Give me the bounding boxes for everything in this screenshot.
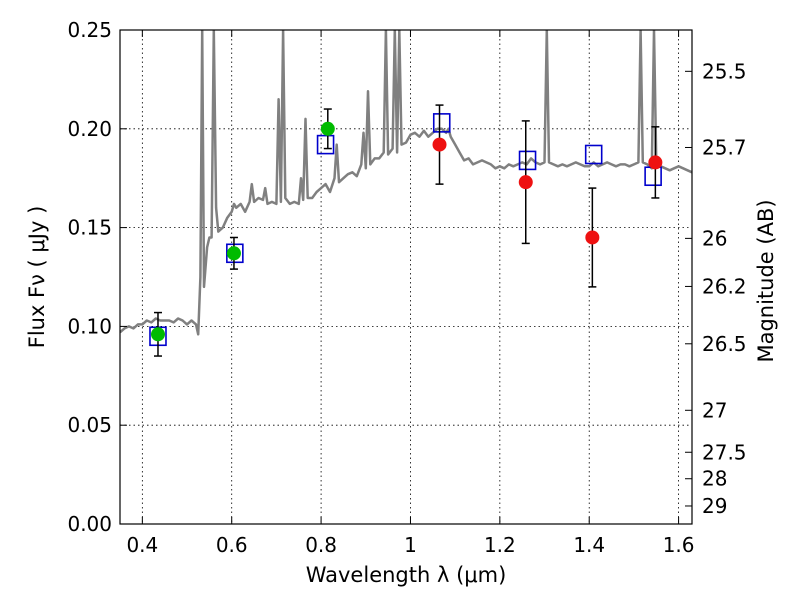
magnitude-tick-label: 27.5 xyxy=(702,440,747,464)
magnitude-tick-label: 26.5 xyxy=(702,332,747,356)
green-data-point xyxy=(150,327,165,342)
x-tick-label: 1.6 xyxy=(663,533,695,557)
y-tick-label: 0.20 xyxy=(67,117,112,141)
x-tick-label: 0.6 xyxy=(216,533,248,557)
y-tick-label: 0.25 xyxy=(67,18,112,42)
x-tick-label: 1 xyxy=(404,533,417,557)
model-flux-box xyxy=(644,166,662,187)
red-data-point xyxy=(518,175,533,190)
model-flux-box-layer xyxy=(149,113,662,347)
model-flux-box xyxy=(584,144,603,165)
magnitude-tick-label: 27 xyxy=(702,398,727,422)
magnitude-tick-label: 28 xyxy=(702,467,727,491)
model-spectrum-layer xyxy=(120,30,692,336)
model-flux-box xyxy=(226,243,244,264)
magnitude-tick-label: 25.5 xyxy=(702,59,747,83)
y-tick-label: 0.10 xyxy=(67,314,112,338)
red-data-point xyxy=(432,137,447,152)
model-flux-box xyxy=(316,134,335,155)
x-tick-label: 0.4 xyxy=(126,533,158,557)
y-axis-label: Flux Fν ( μJy ) xyxy=(25,206,49,349)
green-data-point xyxy=(226,246,241,261)
data-point-layer xyxy=(150,104,663,357)
y-tick-label: 0.05 xyxy=(67,413,112,437)
model-flux-box xyxy=(432,113,451,133)
model-flux-box xyxy=(518,150,537,171)
plot-frame xyxy=(119,29,693,525)
x-tick-label: 1.2 xyxy=(484,533,516,557)
magnitude-tick-label: 26.2 xyxy=(702,274,747,298)
red-data-point xyxy=(585,230,600,245)
y-axis-right-label: Magnitude (AB) xyxy=(754,199,778,362)
y-tick-label: 0.15 xyxy=(67,216,112,240)
y-tick-label: 0.00 xyxy=(67,512,112,536)
model-spectrum-line xyxy=(120,30,692,336)
red-data-point xyxy=(648,155,663,170)
tick-layer: 0.4 0.6 0.8 1 1.2 1.4 1.6 0.00 0.05 0.10 0.15 0.20 0… xyxy=(67,18,746,557)
magnitude-tick-label: 26 xyxy=(702,226,727,250)
x-tick-label: 1.4 xyxy=(573,533,605,557)
magnitude-tick-label: 25.7 xyxy=(702,135,747,159)
x-tick-label: 0.8 xyxy=(305,533,337,557)
green-data-point xyxy=(320,121,335,136)
x-axis-label: Wavelength λ (μm) xyxy=(306,563,507,587)
magnitude-tick-label: 29 xyxy=(702,494,727,518)
